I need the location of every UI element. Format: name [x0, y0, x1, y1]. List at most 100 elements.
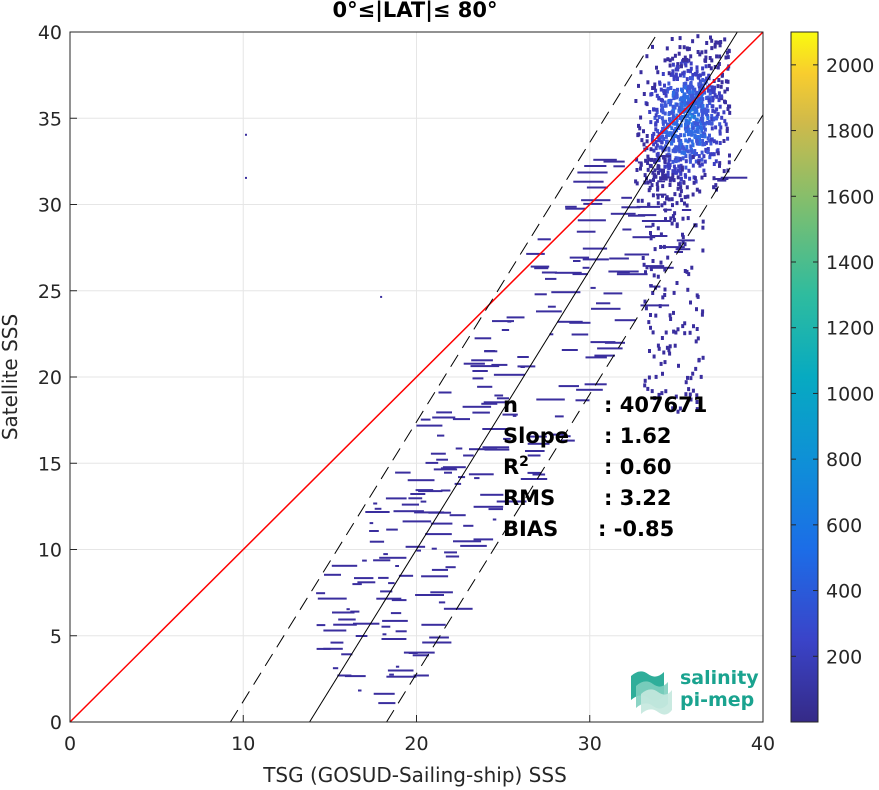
heat-cell — [694, 179, 698, 184]
heat-cell — [699, 126, 703, 131]
heat-cell — [672, 164, 676, 169]
heat-cell — [667, 158, 671, 163]
heat-cell — [648, 179, 652, 184]
heat-cell — [724, 122, 728, 127]
heat-cell — [683, 126, 687, 131]
heat-cell — [679, 166, 682, 171]
heat-cell — [696, 294, 700, 299]
heat-cell — [470, 365, 500, 368]
heat-cell — [662, 126, 666, 131]
heat-cell — [728, 104, 732, 109]
heat-cell — [656, 70, 660, 75]
heat-cell — [690, 114, 694, 119]
heat-cell — [716, 151, 720, 156]
heat-cell — [661, 295, 665, 300]
heat-cell — [685, 145, 689, 149]
heat-cell — [696, 336, 700, 341]
heat-cell — [702, 168, 706, 173]
heat-cell — [691, 85, 695, 90]
heat-cell — [444, 471, 452, 474]
heat-cell — [718, 104, 722, 109]
heat-cell — [669, 86, 673, 90]
heat-cell — [637, 123, 640, 128]
heat-cell — [664, 93, 668, 98]
heat-cell — [494, 394, 504, 397]
heat-cell — [679, 87, 683, 92]
heat-cell — [705, 76, 709, 81]
heat-cell — [449, 514, 466, 517]
heat-cell — [679, 61, 683, 66]
heat-cell — [395, 471, 411, 474]
heat-cell — [685, 85, 689, 90]
heat-cell — [720, 80, 724, 85]
heat-cell — [688, 392, 692, 397]
colorbar-tick-label: 600 — [826, 515, 862, 537]
heat-cell — [686, 216, 690, 221]
heat-cell — [358, 689, 362, 692]
heat-cell — [676, 87, 679, 92]
heat-cell — [413, 674, 429, 677]
heat-cell — [422, 641, 452, 644]
heat-cell — [621, 206, 641, 209]
heat-cell — [316, 647, 331, 650]
heat-cell — [708, 91, 712, 96]
heat-cell — [482, 446, 510, 449]
heat-cell — [659, 361, 663, 366]
heat-cell — [701, 66, 705, 71]
heat-cell — [688, 130, 691, 135]
heat-cell — [703, 173, 707, 177]
heat-cell — [352, 583, 362, 586]
heat-cell — [711, 104, 715, 109]
heat-cell — [679, 123, 683, 128]
heat-cell — [660, 168, 664, 173]
heat-cell — [663, 287, 667, 292]
heat-cell — [460, 544, 487, 547]
heat-cell — [337, 674, 352, 677]
y-tick-label: 5 — [50, 626, 62, 648]
heat-cell — [536, 398, 565, 401]
heat-cell — [554, 415, 564, 418]
heat-cell — [393, 510, 424, 513]
heat-cell — [656, 343, 660, 348]
heat-cell — [703, 107, 707, 112]
heat-cell — [728, 110, 732, 115]
heat-cell — [711, 108, 715, 113]
heat-cell — [565, 207, 586, 210]
heat-cell — [688, 159, 692, 164]
heat-cell — [701, 219, 705, 224]
heat-cell — [695, 65, 699, 70]
heat-cell — [704, 49, 708, 54]
heat-cell — [682, 180, 686, 185]
heat-cell — [665, 403, 669, 408]
heat-cell — [648, 185, 652, 190]
heat-cell — [416, 549, 421, 552]
heat-cell — [699, 80, 703, 85]
heat-cell — [637, 161, 643, 164]
heat-cell — [492, 320, 514, 323]
heat-cell — [354, 577, 374, 580]
heat-cell — [704, 147, 708, 152]
heat-cell — [668, 183, 672, 187]
heat-cell — [664, 103, 668, 108]
heat-cell — [680, 198, 684, 203]
heat-cell — [691, 90, 695, 95]
heat-cell — [719, 125, 723, 130]
heat-cell — [672, 75, 676, 80]
heat-cell — [675, 170, 679, 175]
heat-cell — [668, 351, 672, 356]
heat-cell — [395, 630, 407, 633]
heat-cell — [558, 385, 579, 388]
heat-cell — [660, 246, 685, 249]
heat-cell — [634, 99, 638, 103]
heat-cell — [481, 402, 498, 405]
heat-cell — [484, 350, 498, 353]
heat-cell — [680, 167, 684, 172]
heat-cell — [491, 363, 508, 366]
heat-cell — [668, 58, 672, 63]
heat-cell — [666, 162, 670, 167]
heat-cell — [671, 116, 675, 121]
heat-cell — [547, 305, 556, 308]
heat-cell — [703, 134, 707, 139]
heat-cell — [718, 161, 722, 166]
heat-cell — [724, 55, 728, 60]
